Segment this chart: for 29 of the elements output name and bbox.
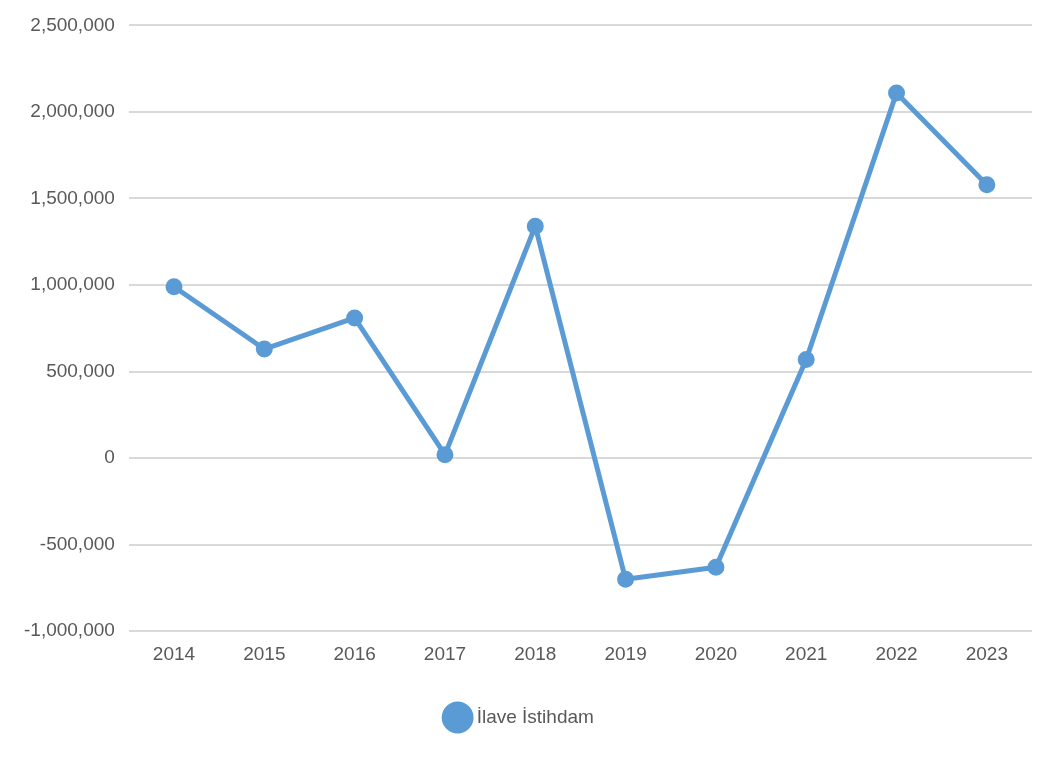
y-tick-label: 2,500,000: [30, 13, 115, 35]
x-tick-label: 2015: [243, 642, 286, 664]
y-tick-label: 0: [104, 446, 115, 468]
point: [978, 176, 996, 194]
x-tick-label: 2019: [604, 642, 647, 664]
point: [165, 278, 183, 296]
x-tick-label: 2020: [694, 642, 738, 664]
y-tick-label: 1,000,000: [30, 273, 115, 295]
x-tick-label: 2014: [152, 642, 196, 664]
y-tick-label: -500,000: [39, 532, 115, 554]
y-tick-label: 2,000,000: [30, 100, 115, 122]
y-tick-label: 500,000: [46, 359, 115, 381]
x-tick-label: 2017: [423, 642, 467, 664]
point: [436, 446, 454, 464]
point: [888, 84, 906, 102]
x-tick-label: 2023: [965, 642, 1008, 664]
point: [255, 340, 273, 358]
x-tick-label: 2018: [514, 642, 557, 664]
x-tick-label: 2021: [785, 642, 828, 664]
y-tick-label: -1,000,000: [23, 619, 115, 641]
point: [526, 217, 544, 235]
x-tick-label: 2022: [875, 642, 918, 664]
point: [797, 350, 815, 368]
point: [707, 558, 725, 576]
y-tick-label: 1,500,000: [30, 186, 115, 208]
point: [346, 309, 364, 327]
x-tick-label: 2016: [333, 642, 376, 664]
legend-label: İlave İstihdam: [476, 705, 594, 727]
point: [617, 570, 635, 588]
